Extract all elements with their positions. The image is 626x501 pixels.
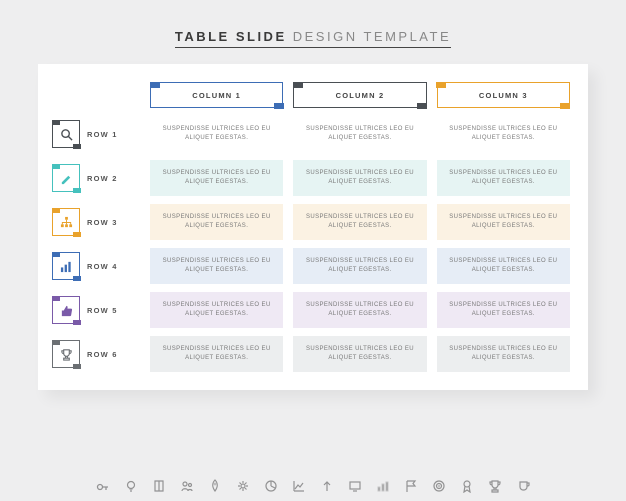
bars-icon: [52, 252, 80, 280]
table-cell: SUSPENDISSE ULTRICES LEO EU ALIQUET EGES…: [150, 336, 283, 372]
table-cell: SUSPENDISSE ULTRICES LEO EU ALIQUET EGES…: [437, 292, 570, 328]
bulb-icon: [124, 479, 138, 493]
chart-icon: [292, 479, 306, 493]
cell-text: SUSPENDISSE ULTRICES LEO EU ALIQUET EGES…: [301, 345, 418, 363]
cell-text: SUSPENDISSE ULTRICES LEO EU ALIQUET EGES…: [301, 169, 418, 187]
row-label: ROW 3: [87, 218, 118, 227]
cell-text: SUSPENDISSE ULTRICES LEO EU ALIQUET EGES…: [301, 125, 418, 143]
cell-text: SUSPENDISSE ULTRICES LEO EU ALIQUET EGES…: [158, 257, 275, 275]
up-icon: [320, 479, 334, 493]
key-icon: [96, 479, 110, 493]
table-cell: SUSPENDISSE ULTRICES LEO EU ALIQUET EGES…: [437, 116, 570, 152]
table-cell: SUSPENDISSE ULTRICES LEO EU ALIQUET EGES…: [437, 336, 570, 372]
cell-text: SUSPENDISSE ULTRICES LEO EU ALIQUET EGES…: [445, 301, 562, 319]
header-spacer: [52, 82, 140, 108]
column-header-label: COLUMN 2: [336, 91, 385, 100]
table-cell: SUSPENDISSE ULTRICES LEO EU ALIQUET EGES…: [293, 204, 426, 240]
trophy-icon: [52, 340, 80, 368]
cell-text: SUSPENDISSE ULTRICES LEO EU ALIQUET EGES…: [158, 213, 275, 231]
cell-text: SUSPENDISSE ULTRICES LEO EU ALIQUET EGES…: [158, 169, 275, 187]
cell-text: SUSPENDISSE ULTRICES LEO EU ALIQUET EGES…: [301, 213, 418, 231]
title-bold: TABLE SLIDE: [175, 29, 287, 44]
cell-text: SUSPENDISSE ULTRICES LEO EU ALIQUET EGES…: [445, 257, 562, 275]
row-label: ROW 2: [87, 174, 118, 183]
row-header: ROW 4: [52, 248, 140, 284]
users-icon: [180, 479, 194, 493]
screen-icon: [348, 479, 362, 493]
table-cell: SUSPENDISSE ULTRICES LEO EU ALIQUET EGES…: [293, 248, 426, 284]
table-cell: SUSPENDISSE ULTRICES LEO EU ALIQUET EGES…: [437, 204, 570, 240]
trophy2-icon: [488, 479, 502, 493]
org-icon: [52, 208, 80, 236]
table-cell: SUSPENDISSE ULTRICES LEO EU ALIQUET EGES…: [150, 160, 283, 196]
table-card: COLUMN 1 COLUMN 2 COLUMN 3 ROW 1 SUSPENDISSE…: [38, 64, 588, 390]
table-cell: SUSPENDISSE ULTRICES LEO EU ALIQUET EGES…: [293, 336, 426, 372]
flag-icon: [404, 479, 418, 493]
row-header: ROW 1: [52, 116, 140, 152]
pie-icon: [264, 479, 278, 493]
row-label: ROW 6: [87, 350, 118, 359]
pencil-icon: [52, 164, 80, 192]
table-cell: SUSPENDISSE ULTRICES LEO EU ALIQUET EGES…: [150, 248, 283, 284]
cup-icon: [516, 479, 530, 493]
column-header-label: COLUMN 3: [479, 91, 528, 100]
book-icon: [152, 479, 166, 493]
row-header: ROW 3: [52, 204, 140, 240]
row-label: ROW 1: [87, 130, 118, 139]
cell-text: SUSPENDISSE ULTRICES LEO EU ALIQUET EGES…: [301, 257, 418, 275]
rocket-icon: [208, 479, 222, 493]
cell-text: SUSPENDISSE ULTRICES LEO EU ALIQUET EGES…: [445, 345, 562, 363]
row-header: ROW 5: [52, 292, 140, 328]
row-label: ROW 4: [87, 262, 118, 271]
thumb-icon: [52, 296, 80, 324]
title-light: DESIGN TEMPLATE: [293, 29, 451, 44]
table-cell: SUSPENDISSE ULTRICES LEO EU ALIQUET EGES…: [293, 292, 426, 328]
gear-icon: [236, 479, 250, 493]
column-header: COLUMN 1: [150, 82, 283, 108]
cell-text: SUSPENDISSE ULTRICES LEO EU ALIQUET EGES…: [445, 125, 562, 143]
page-title: TABLE SLIDE DESIGN TEMPLATE: [0, 0, 626, 52]
badge-icon: [460, 479, 474, 493]
table-cell: SUSPENDISSE ULTRICES LEO EU ALIQUET EGES…: [150, 116, 283, 152]
table-cell: SUSPENDISSE ULTRICES LEO EU ALIQUET EGES…: [293, 116, 426, 152]
bars2-icon: [376, 479, 390, 493]
table-cell: SUSPENDISSE ULTRICES LEO EU ALIQUET EGES…: [150, 204, 283, 240]
cell-text: SUSPENDISSE ULTRICES LEO EU ALIQUET EGES…: [158, 125, 275, 143]
cell-text: SUSPENDISSE ULTRICES LEO EU ALIQUET EGES…: [158, 345, 275, 363]
target-icon: [432, 479, 446, 493]
column-header: COLUMN 3: [437, 82, 570, 108]
cell-text: SUSPENDISSE ULTRICES LEO EU ALIQUET EGES…: [445, 169, 562, 187]
footer-icon-strip: [0, 479, 626, 493]
column-header: COLUMN 2: [293, 82, 426, 108]
cell-text: SUSPENDISSE ULTRICES LEO EU ALIQUET EGES…: [158, 301, 275, 319]
row-header: ROW 2: [52, 160, 140, 196]
row-header: ROW 6: [52, 336, 140, 372]
table-cell: SUSPENDISSE ULTRICES LEO EU ALIQUET EGES…: [437, 248, 570, 284]
table-cell: SUSPENDISSE ULTRICES LEO EU ALIQUET EGES…: [437, 160, 570, 196]
cell-text: SUSPENDISSE ULTRICES LEO EU ALIQUET EGES…: [301, 301, 418, 319]
magnifier-icon: [52, 120, 80, 148]
table-cell: SUSPENDISSE ULTRICES LEO EU ALIQUET EGES…: [150, 292, 283, 328]
row-label: ROW 5: [87, 306, 118, 315]
cell-text: SUSPENDISSE ULTRICES LEO EU ALIQUET EGES…: [445, 213, 562, 231]
column-header-label: COLUMN 1: [192, 91, 241, 100]
table-cell: SUSPENDISSE ULTRICES LEO EU ALIQUET EGES…: [293, 160, 426, 196]
